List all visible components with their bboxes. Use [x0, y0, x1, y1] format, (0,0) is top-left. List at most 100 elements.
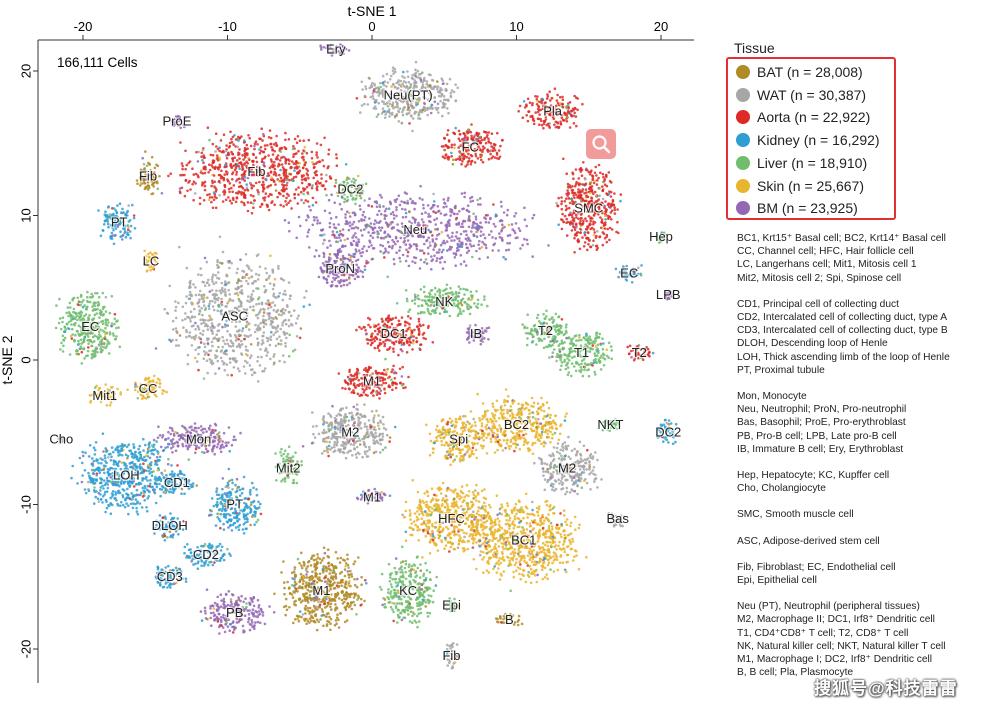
data-point	[436, 205, 440, 208]
data-point	[181, 305, 185, 309]
data-point	[370, 244, 373, 247]
data-point	[485, 131, 488, 134]
data-point	[369, 234, 373, 237]
data-point	[310, 157, 314, 160]
data-point	[271, 148, 274, 152]
data-point	[290, 207, 293, 210]
data-point	[346, 222, 350, 226]
data-point	[453, 143, 456, 146]
data-point	[195, 360, 199, 363]
data-point	[333, 201, 337, 204]
data-point	[241, 269, 244, 273]
data-point	[312, 176, 316, 180]
data-point	[525, 114, 528, 117]
data-point	[88, 314, 91, 317]
data-point	[445, 226, 449, 230]
data-point	[406, 199, 409, 203]
data-point	[197, 336, 201, 339]
data-point	[311, 196, 315, 200]
data-point	[421, 198, 424, 201]
data-point	[452, 158, 455, 162]
data-point	[292, 176, 296, 179]
data-point	[73, 317, 77, 321]
data-point	[282, 279, 286, 282]
data-point	[202, 281, 206, 284]
data-point	[549, 104, 553, 107]
data-point	[337, 223, 340, 226]
data-point	[79, 295, 83, 298]
data-point	[263, 367, 267, 370]
data-point	[459, 262, 463, 266]
data-point	[536, 117, 540, 120]
data-point	[354, 202, 357, 206]
data-point	[248, 136, 251, 140]
data-point	[250, 373, 254, 377]
data-point	[270, 330, 273, 334]
data-point	[228, 259, 231, 263]
data-point	[235, 337, 239, 340]
data-point	[424, 211, 427, 214]
data-point	[78, 300, 82, 304]
data-point	[336, 240, 340, 244]
data-point	[456, 86, 460, 90]
data-point	[338, 236, 341, 239]
data-point	[201, 313, 204, 317]
data-point	[557, 196, 560, 200]
data-point	[267, 317, 271, 321]
data-point	[605, 240, 609, 244]
data-point	[175, 338, 178, 342]
data-point	[569, 338, 573, 341]
data-point	[304, 199, 308, 202]
data-point	[367, 231, 370, 234]
data-point	[244, 359, 247, 363]
data-point	[292, 309, 296, 312]
data-point	[97, 209, 100, 212]
data-point	[564, 367, 568, 371]
data-point	[207, 307, 211, 311]
data-point	[594, 345, 598, 348]
data-point	[70, 313, 73, 317]
data-point	[100, 345, 103, 348]
data-point	[607, 356, 610, 360]
data-point	[339, 278, 343, 282]
data-point	[467, 159, 471, 163]
data-point	[154, 347, 158, 350]
data-point	[344, 244, 347, 248]
data-point	[559, 356, 563, 359]
data-point	[272, 179, 276, 183]
data-point	[431, 258, 435, 261]
data-point	[583, 231, 586, 234]
data-point	[320, 173, 323, 176]
data-point	[452, 90, 456, 94]
data-point	[419, 288, 423, 291]
data-point	[475, 235, 479, 238]
data-point	[238, 167, 241, 170]
data-point	[381, 81, 385, 85]
data-point	[244, 253, 248, 256]
data-point	[437, 111, 440, 114]
data-point	[253, 144, 256, 148]
data-point	[376, 90, 380, 93]
data-point	[176, 123, 180, 127]
data-point	[472, 142, 475, 145]
data-point	[325, 46, 328, 50]
data-point	[573, 94, 576, 98]
data-point	[152, 185, 155, 188]
data-point	[429, 304, 432, 308]
data-point	[429, 94, 433, 97]
data-point	[86, 349, 90, 353]
data-point	[565, 323, 568, 327]
data-point	[77, 339, 80, 343]
data-point	[459, 225, 463, 229]
data-point	[63, 325, 67, 329]
data-point	[453, 255, 457, 259]
data-point	[411, 299, 414, 303]
data-point	[463, 219, 467, 223]
data-point	[202, 300, 205, 304]
data-point	[511, 228, 514, 231]
data-point	[206, 296, 209, 300]
data-point	[585, 219, 588, 223]
data-point	[221, 149, 225, 153]
data-point	[456, 237, 459, 240]
data-point	[253, 330, 257, 334]
